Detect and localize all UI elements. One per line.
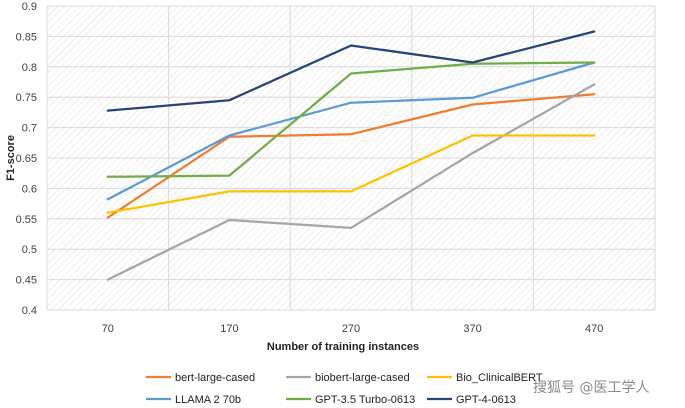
- legend-label: LLAMA 2 70b: [175, 394, 241, 406]
- gridlines: [46, 5, 656, 311]
- legend-label: Bio_ClinicalBERT: [456, 372, 543, 384]
- y-tick-label: 0.55: [16, 214, 37, 226]
- series-line-llama-2-70b: [106, 61, 596, 201]
- y-tick-label: 0.6: [22, 183, 37, 195]
- series-line-gpt-3-5-turbo-0613: [106, 61, 596, 178]
- legend-label: bert-large-cased: [175, 372, 255, 384]
- y-tick-label: 0.9: [22, 1, 37, 13]
- watermark-text: 搜狐号 @医工学人: [533, 380, 649, 396]
- y-tick-label: 0.8: [22, 62, 37, 74]
- x-tick-label: 70: [102, 323, 114, 335]
- y-tick-label: 0.65: [16, 153, 37, 165]
- y-tick-label: 0.85: [16, 31, 37, 43]
- legend-label: biobert-large-cased: [315, 372, 410, 384]
- x-axis-title: Number of training instances: [267, 341, 419, 353]
- legend: bert-large-cased biobert-large-cased Bio_C…: [146, 372, 543, 406]
- legend-label: GPT-4-0613: [456, 394, 516, 406]
- axes: 0.4 0.45 0.5 0.55 0.6 0.65 0.7 0.75 0.8 0.85 0.9 70…: [16, 1, 604, 335]
- y-tick-label: 0.4: [22, 305, 37, 317]
- series-line-biobert-large-cased: [106, 83, 596, 281]
- x-tick-label: 470: [585, 323, 603, 335]
- series-line-bio-clinicalbert: [106, 134, 596, 214]
- y-tick-label: 0.5: [22, 244, 37, 256]
- legend-label: GPT-3.5 Turbo-0613: [315, 394, 415, 406]
- series-lines: [106, 30, 596, 281]
- y-tick-label: 0.45: [16, 275, 37, 287]
- y-tick-label: 0.7: [22, 123, 37, 135]
- x-tick-label: 170: [220, 323, 238, 335]
- y-axis-title: F1-score: [5, 135, 17, 181]
- x-tick-label: 270: [342, 323, 360, 335]
- y-tick-label: 0.75: [16, 92, 37, 104]
- series-line-gpt-4-0613: [106, 30, 596, 112]
- series-line-bert-large-cased: [106, 93, 596, 219]
- x-tick-label: 370: [463, 323, 481, 335]
